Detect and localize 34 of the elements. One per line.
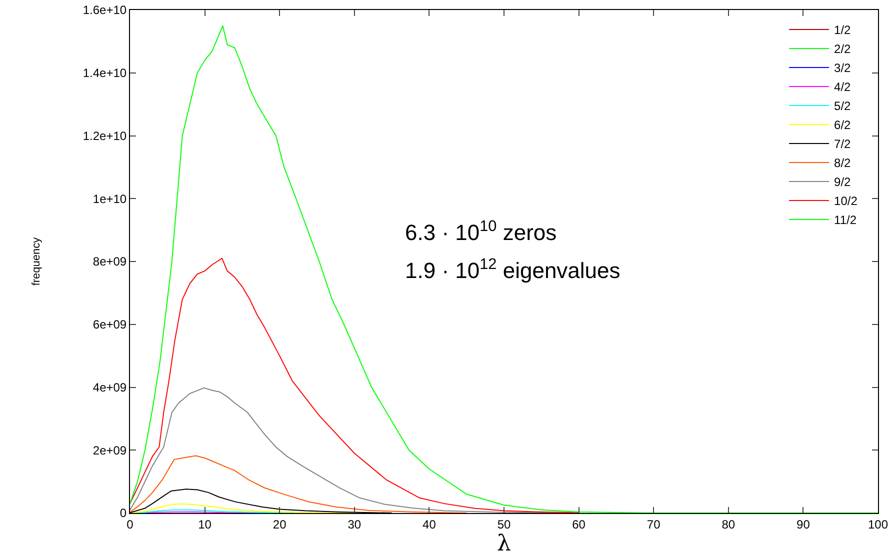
annotation: 1.9 · 10$^{12}$ eigenvalues	[405, 256, 620, 284]
legend-label: 8/2	[834, 156, 852, 170]
legend-label: 11/2	[834, 213, 857, 228]
x-tick-label: 10	[198, 517, 212, 532]
x-tick-label: 70	[646, 517, 661, 532]
x-tick-label: 100	[868, 517, 888, 532]
y-tick-label: 1.6e+10	[82, 3, 127, 18]
annotation: 6.3 · 10$^{10}$ zeros	[405, 218, 557, 246]
legend-label: 6/2	[834, 118, 852, 132]
y-tick-label: 1e+10	[92, 192, 127, 206]
legend-label: 5/2	[834, 99, 852, 114]
legend-label: 2/2	[834, 42, 852, 56]
legend-label: 3/2	[834, 61, 852, 76]
x-tick-label: 90	[796, 517, 810, 532]
x-tick-label: 60	[572, 517, 586, 532]
y-axis-title: frequency	[30, 236, 43, 286]
x-tick-label: 30	[348, 517, 362, 532]
x-tick-label: 80	[722, 517, 736, 532]
y-tick-label: 2e+09	[92, 443, 127, 458]
legend-label: 7/2	[834, 137, 852, 152]
y-tick-label: 6e+09	[92, 318, 127, 332]
y-tick-label: 4e+09	[92, 380, 127, 394]
y-tick-label: 1.2e+10	[82, 128, 127, 143]
y-tick-label: 1.4e+10	[82, 66, 127, 80]
y-tick-label: 8e+09	[92, 254, 127, 269]
x-axis-title: λ	[497, 531, 512, 556]
legend-label: 1/2	[834, 23, 852, 38]
x-tick-label: 20	[272, 517, 287, 532]
legend-label: 9/2	[834, 175, 852, 190]
x-tick-label: 40	[422, 517, 436, 532]
legend-label: 4/2	[834, 80, 852, 94]
y-tick-label: 0	[120, 506, 127, 520]
x-tick-label: 50	[497, 517, 511, 532]
legend-label: 10/2	[834, 194, 858, 208]
